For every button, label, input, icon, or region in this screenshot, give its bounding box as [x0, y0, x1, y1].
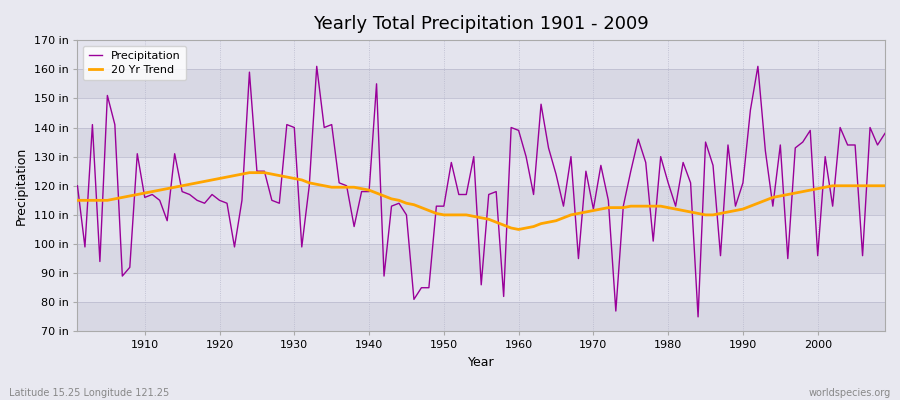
Precipitation	[693, 314, 704, 319]
20 Yr Trend	[513, 227, 524, 232]
20 Yr Trend	[521, 226, 532, 230]
20 Yr Trend	[618, 205, 629, 210]
20 Yr Trend	[244, 170, 255, 175]
Precipitation	[132, 151, 143, 156]
Text: Latitude 15.25 Longitude 121.25: Latitude 15.25 Longitude 121.25	[9, 388, 169, 398]
20 Yr Trend	[72, 198, 83, 203]
Y-axis label: Precipitation: Precipitation	[15, 147, 28, 225]
Bar	[77, 215, 885, 244]
Title: Yearly Total Precipitation 1901 - 2009: Yearly Total Precipitation 1901 - 2009	[313, 15, 649, 33]
Precipitation	[296, 244, 307, 249]
Line: Precipitation: Precipitation	[77, 66, 885, 317]
Bar	[77, 273, 885, 302]
Bar	[77, 40, 885, 69]
Line: 20 Yr Trend: 20 Yr Trend	[77, 173, 885, 230]
Precipitation	[348, 224, 359, 229]
Bar	[77, 98, 885, 128]
20 Yr Trend	[528, 224, 539, 229]
Text: worldspecies.org: worldspecies.org	[809, 388, 891, 398]
Precipitation	[521, 154, 532, 159]
Bar	[77, 302, 885, 332]
20 Yr Trend	[304, 180, 315, 185]
Precipitation	[513, 128, 524, 133]
Bar	[77, 186, 885, 215]
Bar	[77, 128, 885, 157]
Bar	[77, 157, 885, 186]
Bar	[77, 244, 885, 273]
Precipitation	[610, 309, 621, 314]
Precipitation	[879, 131, 890, 136]
Bar	[77, 69, 885, 98]
Legend: Precipitation, 20 Yr Trend: Precipitation, 20 Yr Trend	[83, 46, 186, 80]
Precipitation	[72, 183, 83, 188]
20 Yr Trend	[132, 192, 143, 197]
X-axis label: Year: Year	[468, 356, 494, 369]
20 Yr Trend	[348, 185, 359, 190]
Precipitation	[311, 64, 322, 69]
20 Yr Trend	[879, 183, 890, 188]
